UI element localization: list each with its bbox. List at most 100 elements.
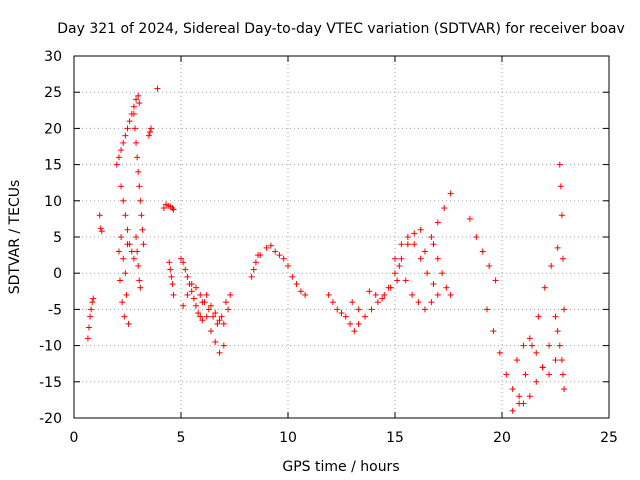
data-point <box>166 259 173 266</box>
data-points <box>84 85 568 414</box>
data-point <box>137 284 144 291</box>
data-point <box>188 281 195 288</box>
data-point <box>250 266 257 273</box>
data-point <box>342 313 349 320</box>
data-point <box>496 349 503 356</box>
data-point <box>96 212 103 219</box>
data-point <box>513 357 520 364</box>
data-point <box>392 255 398 262</box>
data-point <box>124 226 131 233</box>
y-tick-label: 5 <box>53 230 62 246</box>
data-point <box>98 228 105 235</box>
data-point <box>168 273 175 280</box>
data-point <box>210 313 217 320</box>
data-point <box>558 357 565 364</box>
data-point <box>134 248 141 255</box>
data-point <box>434 291 441 298</box>
data-point <box>434 219 441 226</box>
data-point <box>398 255 405 262</box>
data-point <box>533 349 540 356</box>
data-point <box>409 291 416 298</box>
x-tick-label: 10 <box>279 430 297 446</box>
data-point <box>138 212 145 219</box>
y-tick-label: 10 <box>44 194 62 210</box>
data-point <box>552 313 559 320</box>
axis-ticks <box>73 55 610 419</box>
data-point <box>207 328 214 335</box>
data-point <box>192 302 199 309</box>
data-point <box>134 154 141 161</box>
data-point <box>139 226 146 233</box>
data-point <box>447 190 454 197</box>
data-point <box>539 364 546 371</box>
data-point <box>167 266 174 273</box>
data-point <box>263 244 270 251</box>
data-point <box>123 291 130 298</box>
data-point <box>272 248 279 255</box>
data-point <box>392 270 398 277</box>
data-point <box>349 299 356 306</box>
data-point <box>130 103 137 110</box>
data-point <box>526 393 533 400</box>
data-point <box>428 299 435 306</box>
data-point <box>421 306 428 313</box>
data-point <box>128 248 135 255</box>
x-tick-label: 0 <box>70 430 79 446</box>
data-point <box>199 317 206 324</box>
y-tick-label: 25 <box>44 85 62 101</box>
data-point <box>484 306 491 313</box>
data-point <box>169 205 176 212</box>
data-point <box>430 241 437 248</box>
data-point <box>402 277 409 284</box>
data-point <box>411 230 418 237</box>
data-point <box>220 342 227 349</box>
data-point <box>227 291 234 298</box>
data-point <box>559 371 566 378</box>
data-point <box>424 270 431 277</box>
data-point <box>203 313 210 320</box>
data-point <box>148 125 155 132</box>
data-point <box>133 234 140 240</box>
data-point <box>379 295 386 302</box>
data-point <box>533 378 540 385</box>
data-point <box>334 306 341 313</box>
data-point <box>441 205 448 212</box>
data-point <box>396 262 403 269</box>
data-point <box>541 284 548 291</box>
data-point <box>492 277 499 284</box>
data-point <box>285 262 291 269</box>
data-point <box>124 125 131 132</box>
data-point <box>170 291 177 298</box>
x-tick-label: 15 <box>386 430 404 446</box>
data-point <box>556 161 563 168</box>
data-point <box>385 284 392 291</box>
data-point <box>122 270 129 277</box>
data-point <box>276 252 283 259</box>
data-point <box>136 183 143 190</box>
data-point <box>118 147 125 154</box>
data-point <box>351 328 358 335</box>
x-tick-label: 5 <box>177 430 186 446</box>
data-point <box>289 273 296 280</box>
data-point <box>557 183 564 190</box>
y-tick-label: 0 <box>53 266 62 282</box>
data-point <box>434 255 441 262</box>
data-point <box>126 118 133 125</box>
x-tick-label: 20 <box>493 430 511 446</box>
data-point <box>220 320 227 327</box>
data-point <box>558 212 565 219</box>
data-point <box>135 168 142 175</box>
data-point <box>509 407 516 414</box>
data-point <box>372 291 379 298</box>
data-point <box>117 277 124 284</box>
data-point <box>404 241 411 248</box>
y-axis-label: SDTVAR / TECUs <box>7 180 23 295</box>
data-point <box>130 110 137 117</box>
data-point <box>421 248 428 255</box>
data-point <box>252 259 259 266</box>
data-point <box>140 241 147 248</box>
data-point <box>160 205 167 212</box>
data-point <box>145 132 152 139</box>
y-tick-label: 20 <box>44 121 62 137</box>
data-point <box>415 299 422 306</box>
